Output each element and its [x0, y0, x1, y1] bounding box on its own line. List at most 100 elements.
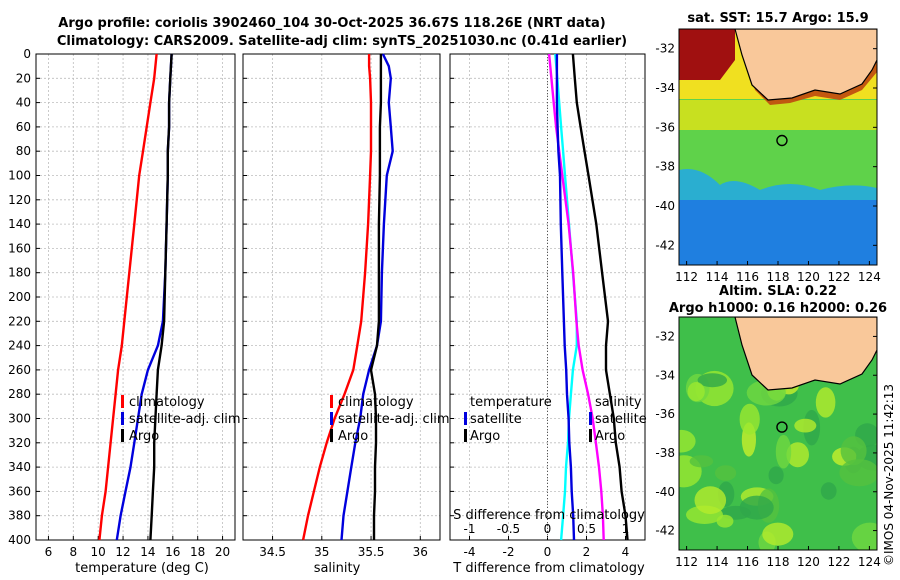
sst-mid-band [679, 100, 877, 130]
sla-eddy [739, 495, 774, 520]
legend-temp-argo-label: Argo [470, 429, 500, 444]
y-tick-label: 140 [8, 217, 31, 231]
y-tick-label: 20 [16, 71, 31, 85]
legend-swatch-climatology [121, 395, 124, 408]
map-x-tick-label: 124 [858, 270, 881, 284]
sla-eddy [840, 436, 867, 466]
legend-swatch-argo [121, 429, 124, 442]
y-tick-label: 80 [16, 144, 31, 158]
legend-swatch-argo [330, 429, 333, 442]
map-y-tick-label: -34 [655, 81, 675, 95]
argo-salinity-line [369, 54, 383, 540]
x-tick-label: 2 [583, 545, 591, 559]
salinity-legend: climatology satellite-adj. clim Argo [330, 395, 450, 444]
x-tick-label: 12 [115, 545, 130, 559]
legend-swatch-sal-argo [589, 429, 592, 442]
legend-satellite-label: satellite-adj. clim [129, 412, 241, 427]
map-y-tick-label: -32 [655, 42, 675, 56]
sla-eddy [786, 442, 809, 468]
map-x-tick-label: 114 [706, 555, 729, 569]
map-x-tick-label: 124 [858, 555, 881, 569]
argo-position-marker [776, 421, 788, 433]
temperature-panel: 0 20 40 60 80 100 120 140 160 180 200 220 240 260 280 3… [8, 47, 236, 559]
map-x-tick-label: 118 [767, 270, 790, 284]
y-tick-label: 260 [8, 363, 31, 377]
y-tick-label: 60 [16, 120, 31, 134]
x-tick-label: 16 [165, 545, 180, 559]
map-y-tick-label: -34 [655, 368, 675, 382]
legend-swatch-temp-argo [464, 429, 467, 442]
climatology-temperature-line [98, 53, 158, 541]
legend-argo-label: Argo [338, 429, 368, 444]
s-diff-tick-label: 0.5 [577, 522, 596, 536]
legend-climatology-label: climatology [129, 395, 205, 410]
sla-eddy [768, 466, 784, 485]
y-tick-label: 40 [16, 96, 31, 110]
map-y-tick-label: -40 [655, 485, 675, 499]
map-x-tick-label: 114 [706, 270, 729, 284]
legend-salinity-header: salinity [595, 395, 642, 410]
map-y-tick-label: -38 [655, 446, 675, 460]
temp-diff-argo-line [571, 53, 629, 541]
difference-panel: -4 -2 0 2 4-1 -0.5 0 0.5 1 [449, 53, 646, 559]
x-tick-label: -2 [503, 545, 515, 559]
difference-legend: temperature satellite Argo salinity sate… [464, 395, 647, 444]
s-diff-tick-label: 0 [544, 522, 552, 536]
sst-map-title: sat. SST: 15.7 Argo: 15.9 [687, 11, 868, 26]
map-x-tick-label: 122 [827, 555, 850, 569]
satellite-salinity-line [340, 53, 394, 541]
map-y-tick-label: -36 [655, 120, 675, 134]
salinity-panel: 34.5 35 35.5 36 [242, 53, 441, 559]
figure-title-line1: Argo profile: coriolis 3902460_104 30-Oc… [58, 16, 605, 31]
legend-satellite-label: satellite-adj. clim [338, 412, 450, 427]
legend-climatology-label: climatology [338, 395, 414, 410]
sla-eddy [689, 455, 714, 468]
sla-eddy [794, 418, 817, 433]
sla-eddy [775, 434, 792, 469]
sla-eddy [820, 482, 837, 500]
y-tick-label: 320 [8, 436, 31, 450]
legend-swatch-satellite [330, 412, 333, 425]
sla-eddy [762, 522, 794, 546]
sla-eddy [697, 373, 727, 388]
sla-eddy [815, 387, 836, 418]
map-x-tick-label: 116 [736, 270, 759, 284]
sal-diff-argo-line [555, 54, 576, 541]
map-x-tick-label: 112 [675, 555, 698, 569]
credit-stamp: ©IMOS 04-Nov-2025 11:42:13 [882, 384, 896, 566]
sla-eddy [851, 522, 877, 550]
difference-xlabel: T difference from climatology [452, 561, 645, 576]
argo-temperature-line [149, 53, 173, 541]
sla-eddy [694, 486, 727, 515]
map-y-tick-label: -36 [655, 407, 675, 421]
land-mass [734, 29, 877, 101]
y-tick-label: 380 [8, 509, 31, 523]
map-x-tick-label: 112 [675, 270, 698, 284]
legend-swatch-satellite [121, 412, 124, 425]
y-tick-label: 0 [23, 47, 31, 61]
land-mass [734, 317, 877, 391]
x-tick-label: 20 [215, 545, 230, 559]
x-tick-label: 8 [69, 545, 77, 559]
x-tick-label: 36 [413, 545, 428, 559]
sst-cold-band [679, 190, 877, 265]
legend-sal-satellite-label: satellite [595, 412, 647, 427]
y-tick-label: 200 [8, 290, 31, 304]
legend-swatch-climatology [330, 395, 333, 408]
map-y-tick-label: -42 [655, 524, 675, 538]
y-tick-label: 180 [8, 266, 31, 280]
sla-map-title-line1: Altim. SLA: 0.22 [719, 284, 837, 299]
sla-map: 112 114 116 118 120 122 124 -32 -34 -36 -38 -40 -42 [655, 316, 881, 569]
salinity-xlabel: salinity [314, 561, 361, 576]
sla-map-title-line2: Argo h1000: 0.16 h2000: 0.26 [669, 301, 887, 316]
y-tick-label: 400 [8, 533, 31, 547]
sal-diff-satellite-line [547, 53, 605, 541]
y-tick-label: 340 [8, 460, 31, 474]
x-tick-label: 14 [140, 545, 155, 559]
map-x-tick-label: 120 [797, 555, 820, 569]
sst-map: 112 114 116 118 120 122 124 -32 -34 -36 -38 -40 -42 [655, 28, 881, 284]
legend-sal-argo-label: Argo [595, 429, 625, 444]
climatology-salinity-line [301, 54, 373, 541]
x-tick-label: 35.5 [358, 545, 385, 559]
x-tick-label: 4 [622, 545, 630, 559]
